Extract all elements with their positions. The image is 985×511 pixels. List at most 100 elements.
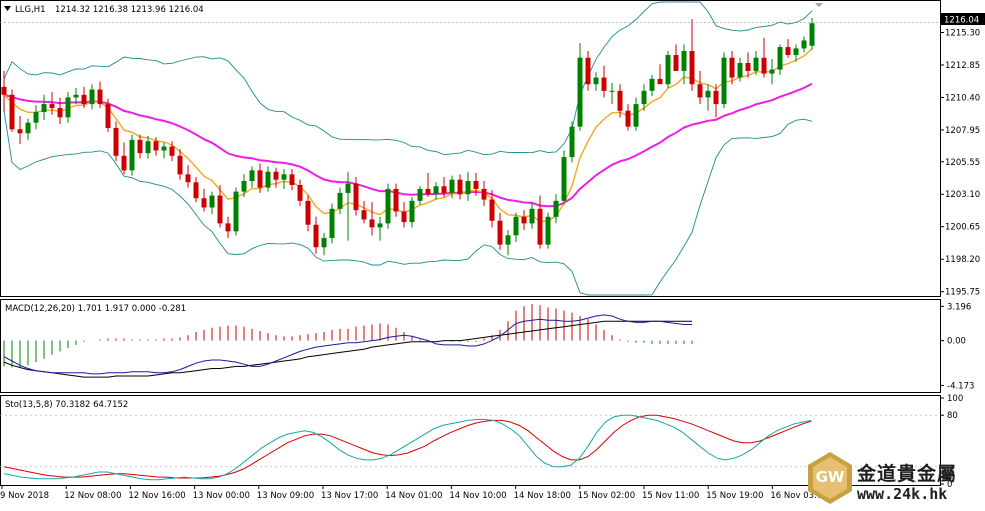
candle-body: [337, 192, 343, 209]
candle-body: [545, 216, 551, 245]
candle-body: [113, 127, 119, 156]
macd-signal-line: [3, 320, 692, 378]
candle-body: [465, 180, 471, 195]
candle-body: [81, 94, 87, 105]
candle-body: [217, 195, 223, 224]
candle-body: [481, 188, 487, 200]
time-tick-label: 15 Nov 19:00: [706, 491, 763, 501]
moving-averages: [3, 48, 813, 223]
time-tick-label: 16 Nov 03:00: [770, 491, 827, 501]
candle-body: [321, 237, 327, 248]
candle-body: [25, 122, 31, 134]
gw-logo-inner-icon: [813, 457, 847, 499]
candle-body: [745, 62, 751, 71]
candle-body: [57, 108, 63, 118]
macd-tick-label: -4.173: [947, 381, 974, 391]
time-tick-label: 14 Nov 18:00: [514, 491, 571, 501]
candle-body: [809, 23, 815, 46]
current-price-tag: [941, 13, 985, 25]
candle-body: [209, 195, 215, 208]
candle-body: [273, 171, 279, 180]
candle-body: [673, 55, 679, 71]
candle-body: [281, 174, 287, 180]
candle-body: [33, 112, 39, 123]
candle-body: [769, 69, 775, 74]
candle-body: [249, 170, 255, 181]
candle-body: [457, 179, 463, 195]
time-tick-label: 12 Nov 16:00: [128, 491, 185, 501]
bollinger-upper-line: [3, 1, 813, 156]
candle-body: [257, 170, 263, 188]
candle-body: [441, 186, 447, 193]
candle-body: [801, 40, 807, 49]
candle-body: [153, 141, 159, 151]
stoch-group: 100 80 0: [0, 394, 963, 490]
price-tick-label: 1195.75: [945, 288, 980, 298]
price-tick-label: 1210.40: [945, 93, 980, 103]
candle-body: [313, 224, 319, 248]
candle-body: [425, 188, 431, 195]
candle-body: [681, 51, 687, 71]
candle-body: [577, 57, 583, 127]
time-tick-label: 15 Nov 11:00: [642, 491, 699, 501]
candle-body: [793, 48, 799, 56]
candle-body: [569, 126, 575, 158]
bollinger-bands: [3, 1, 813, 296]
candle-body: [473, 180, 479, 189]
candle-body: [145, 141, 151, 154]
candle-body: [705, 90, 711, 98]
macd-tick-label: 0.00: [947, 337, 966, 347]
ma-slow-line: [3, 82, 813, 208]
symbol-dropdown-icon[interactable]: [4, 6, 11, 11]
candle-body: [753, 57, 759, 71]
macd-group: 3.196 0.00 -4.173: [3, 302, 974, 391]
candle-body: [449, 179, 455, 193]
candle-body: [49, 104, 55, 109]
candle-body: [433, 186, 439, 195]
broker-watermark: GW 金道貴金屬 www.24k.hk: [808, 452, 956, 504]
candle-body: [761, 57, 767, 74]
candle-body: [9, 94, 15, 130]
candle-body: [417, 188, 423, 201]
candle-body: [73, 94, 79, 98]
candle-body: [729, 57, 735, 78]
candle-body: [641, 90, 647, 105]
candle-body: [665, 55, 671, 85]
candle-body: [633, 104, 639, 127]
candle-body: [361, 210, 367, 220]
candle-body: [65, 97, 71, 118]
candle-body: [561, 157, 567, 201]
candle-body: [521, 216, 527, 224]
candle-body: [265, 171, 271, 188]
axes-group: 1215.30 1212.85 1210.40 1207.95 1205.55 1203.…: [0, 3, 980, 501]
symbol-label: LLG,H1: [15, 5, 46, 15]
candle-body: [225, 223, 231, 232]
ohlc-label: 1214.32 1216.38 1213.96 1216.04: [55, 5, 204, 15]
candle-body: [297, 184, 303, 201]
candle-body: [137, 139, 143, 154]
gw-logo-text: GW: [816, 468, 845, 486]
candle-body: [105, 104, 111, 128]
current-price-label: 1216.04: [944, 16, 979, 26]
time-tick-label: 14 Nov 01:00: [385, 491, 442, 501]
price-tick-label: 1203.10: [945, 190, 980, 200]
candle-body: [601, 77, 607, 91]
candle-body: [377, 223, 383, 228]
stoch-tick-label: 100: [947, 394, 963, 404]
candle-body: [737, 62, 743, 78]
macd-main-line: [3, 314, 692, 375]
candles-group: [1, 17, 815, 256]
candle-body: [617, 90, 623, 111]
candle-body: [17, 129, 23, 134]
time-tick-label: 14 Nov 10:00: [449, 491, 506, 501]
stoch-d-line: [3, 414, 812, 479]
stoch-tick-label: 80: [947, 411, 958, 421]
candle-body: [161, 146, 167, 151]
candle-body: [289, 174, 295, 185]
candle-body: [649, 78, 655, 91]
candle-body: [657, 78, 663, 85]
candle-body: [489, 199, 495, 221]
candle-body: [505, 235, 511, 245]
candle-body: [369, 219, 375, 228]
price-tick-label: 1215.30: [945, 28, 980, 38]
